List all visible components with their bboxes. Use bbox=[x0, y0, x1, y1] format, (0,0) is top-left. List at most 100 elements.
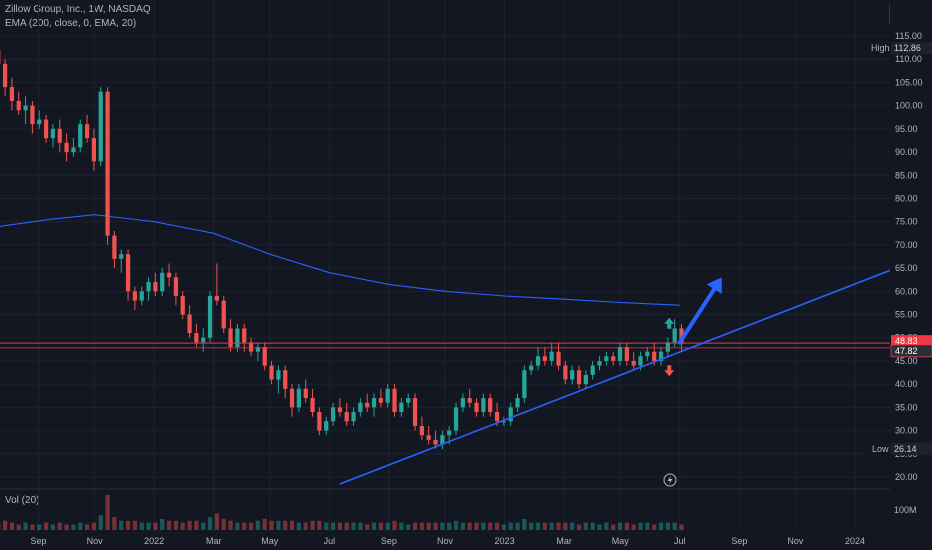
candle bbox=[508, 402, 513, 426]
candle bbox=[84, 114, 90, 143]
volume-bar bbox=[652, 524, 657, 530]
volume-bar bbox=[71, 524, 76, 530]
time-tick-label: 2023 bbox=[495, 536, 515, 546]
candles bbox=[0, 49, 684, 450]
candle bbox=[64, 133, 69, 162]
high-label: High bbox=[871, 43, 890, 53]
candle bbox=[529, 360, 534, 375]
candle bbox=[242, 323, 247, 352]
time-axis[interactable] bbox=[0, 532, 932, 550]
candle bbox=[412, 393, 418, 431]
symbol-legend[interactable]: Zillow Group, Inc., 1W, NASDAQ bbox=[5, 4, 151, 15]
volume-bar bbox=[481, 522, 486, 530]
volume-bar bbox=[324, 522, 329, 530]
candle bbox=[91, 128, 97, 171]
candle bbox=[665, 337, 670, 357]
candle bbox=[365, 393, 370, 413]
candle bbox=[235, 323, 240, 352]
price-tick-label: 90.00 bbox=[895, 147, 918, 157]
volume-bar bbox=[283, 520, 288, 530]
volume-bar bbox=[9, 522, 15, 530]
indicator-legend[interactable]: EMA (200, close, 0, EMA, 20) bbox=[5, 18, 137, 29]
volume-bar bbox=[98, 515, 103, 530]
time-tick-label: Sep bbox=[731, 536, 747, 546]
price-tag-red bbox=[891, 335, 932, 348]
volume-bar bbox=[604, 522, 609, 530]
volume-bar bbox=[631, 524, 636, 530]
volume-bar bbox=[105, 494, 110, 530]
volume-bar bbox=[645, 522, 650, 530]
price-axis[interactable] bbox=[890, 0, 932, 550]
price-tick-label: 60.00 bbox=[895, 286, 918, 296]
low-value: 26.14 bbox=[894, 444, 917, 454]
candle bbox=[337, 398, 343, 417]
annotation-arrows bbox=[664, 277, 722, 377]
volume-bar bbox=[522, 518, 527, 530]
volume-bar bbox=[119, 520, 124, 530]
price-tick-label: 100.00 bbox=[895, 101, 923, 111]
volume-bar bbox=[132, 520, 138, 530]
volume-bar bbox=[590, 522, 595, 530]
time-tick-label: May bbox=[261, 536, 279, 546]
volume-bar bbox=[679, 524, 684, 530]
volume-bar bbox=[78, 522, 83, 530]
candle bbox=[146, 277, 151, 301]
lightning-icon[interactable] bbox=[663, 473, 677, 487]
volume-bar bbox=[570, 522, 575, 530]
volume-legend[interactable]: Vol (20) bbox=[5, 495, 40, 506]
price-tick-label: 105.00 bbox=[895, 77, 923, 87]
volume-bar bbox=[276, 520, 281, 530]
time-tick-label: Sep bbox=[31, 536, 47, 546]
price-tick-label: 30.00 bbox=[895, 426, 918, 436]
candle bbox=[289, 384, 295, 417]
time-tick-label: Jul bbox=[324, 536, 336, 546]
time-tick-label: Mar bbox=[206, 536, 222, 546]
candle bbox=[262, 342, 267, 371]
candle bbox=[187, 305, 192, 338]
candle bbox=[119, 249, 124, 273]
price-tick-label: 85.00 bbox=[895, 170, 918, 180]
volume-bar bbox=[419, 522, 424, 530]
candle bbox=[324, 416, 329, 436]
volume-bar bbox=[180, 522, 185, 530]
candle bbox=[371, 393, 377, 417]
volume-bar bbox=[64, 524, 69, 530]
candle bbox=[385, 384, 390, 408]
high-value: 112.86 bbox=[894, 43, 921, 53]
candle bbox=[57, 119, 62, 153]
candle bbox=[426, 425, 431, 445]
candle bbox=[98, 87, 103, 166]
volume-bar bbox=[289, 520, 295, 530]
volume-axis-label: 100M bbox=[894, 505, 917, 515]
candle bbox=[214, 263, 220, 306]
trend-line[interactable] bbox=[339, 269, 891, 485]
volume-bar bbox=[583, 522, 588, 530]
volume-bar bbox=[187, 520, 192, 530]
volume-bar bbox=[365, 524, 370, 530]
candle bbox=[576, 365, 582, 389]
down-arrow-marker bbox=[664, 365, 675, 377]
candle bbox=[453, 402, 459, 436]
volume-bar bbox=[460, 522, 465, 530]
candle bbox=[153, 272, 158, 296]
price-tick-label: 20.00 bbox=[895, 472, 918, 482]
low-marker: Low 26.14 bbox=[868, 443, 932, 455]
volume-bar bbox=[542, 522, 547, 530]
volume-bar bbox=[378, 522, 383, 530]
projection-arrow bbox=[677, 277, 722, 345]
up-arrow-marker bbox=[664, 317, 675, 329]
candle bbox=[166, 263, 172, 287]
candle bbox=[617, 342, 623, 366]
candle bbox=[406, 393, 411, 408]
ema-line bbox=[0, 214, 680, 306]
volume-bar bbox=[433, 522, 438, 530]
volume-bar bbox=[412, 522, 418, 530]
price-tick-label: 115.00 bbox=[895, 31, 922, 41]
volume-bar bbox=[235, 522, 240, 530]
volume-bar bbox=[351, 522, 356, 530]
candle bbox=[419, 416, 424, 440]
time-tick-label: 2022 bbox=[144, 536, 164, 546]
candle bbox=[139, 286, 144, 306]
candle bbox=[481, 393, 486, 417]
